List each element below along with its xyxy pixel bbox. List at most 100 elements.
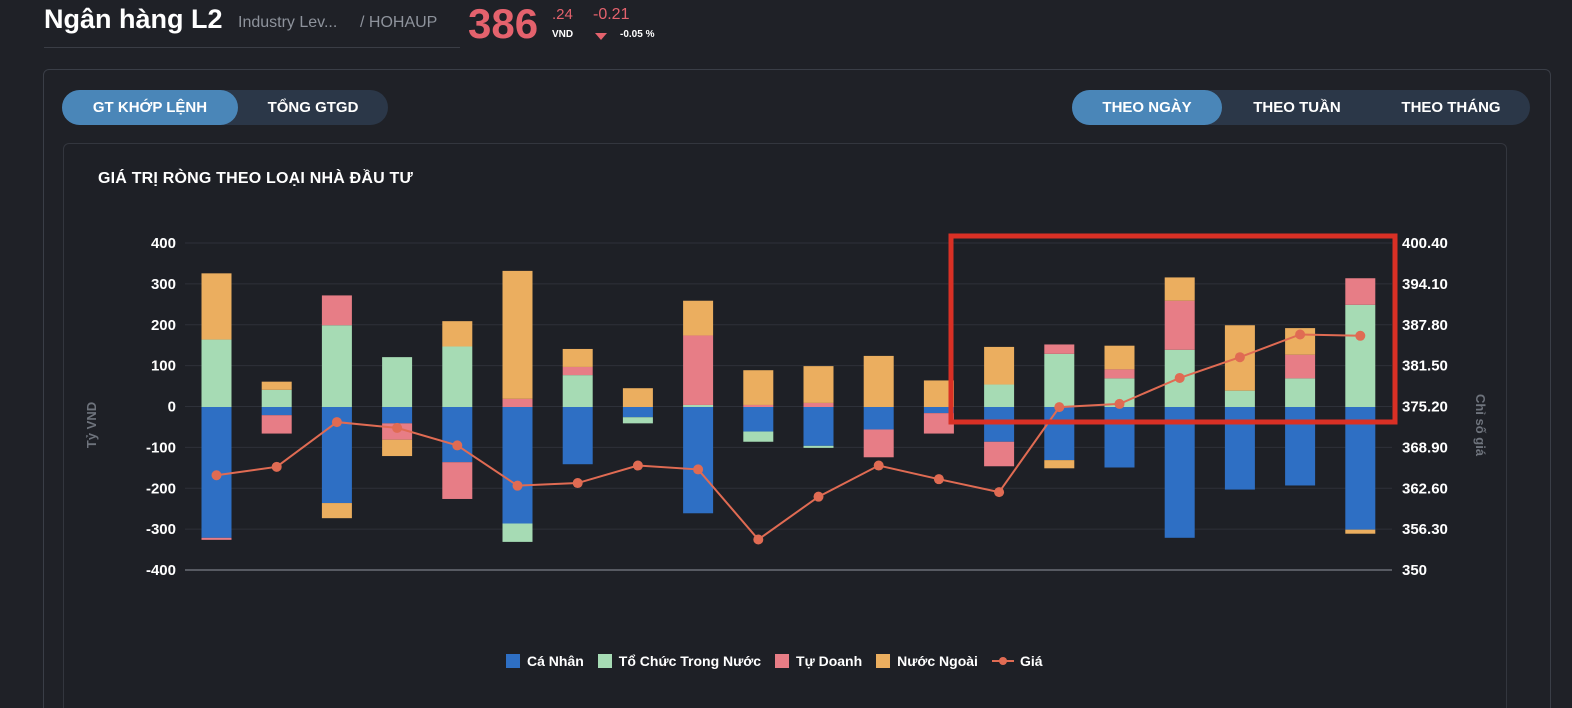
y-tick-label: 0 [168, 399, 176, 416]
bar-to-chuc [1285, 378, 1316, 407]
y2-tick-label: 375.20 [1402, 399, 1448, 416]
y-axis-title: Tỷ VND [84, 402, 99, 448]
price-point [994, 487, 1005, 498]
price-point [271, 461, 282, 472]
bar-ca-nhan [743, 407, 774, 432]
y-axis-left: 400 300 200 100 0 -100 -200 -300 -400 [146, 235, 176, 579]
bar-ca-nhan [382, 407, 413, 424]
y-axis-right: 400.40 394.10 387.80 381.50 375.20 368.90 362.… [1402, 235, 1448, 579]
legend-label: Tổ Chức Trong Nước [618, 653, 762, 669]
legend-swatch-tu-doanh [775, 654, 790, 668]
bar-tu-doanh [442, 462, 473, 499]
price-point [1174, 372, 1185, 383]
legend-swatch-ca-nhan [506, 654, 520, 668]
industry-level-label[interactable]: Industry Lev... [238, 14, 338, 31]
price-integer: 386 [468, 0, 539, 47]
price-point [813, 491, 824, 502]
bar-nuoc-ngoai [984, 346, 1015, 385]
bar-to-chuc [803, 445, 834, 448]
bar-nuoc-ngoai [1345, 529, 1376, 534]
price-point [1355, 330, 1366, 341]
y2-tick-label: 381.50 [1402, 358, 1448, 375]
bar-to-chuc [984, 384, 1015, 407]
price-line-path [216, 333, 1361, 541]
bar-to-chuc [1224, 390, 1255, 407]
bar-to-chuc [261, 389, 292, 407]
tab-tong-gtgd[interactable]: TỔNG GTGD [238, 90, 388, 125]
down-arrow-icon [595, 33, 607, 40]
bar-tu-doanh [683, 335, 714, 405]
bar-to-chuc [502, 523, 533, 542]
bar-nuoc-ngoai [1104, 345, 1135, 370]
bar-ca-nhan [1164, 407, 1195, 538]
price-point [873, 460, 884, 471]
bar-ca-nhan [1285, 407, 1316, 486]
legend-ca-nhan[interactable]: Cá Nhân [506, 653, 584, 669]
bar-to-chuc [622, 417, 653, 424]
chart-title: GIÁ TRỊ RÒNG THEO LOẠI NHÀ ĐẦU TƯ [98, 170, 413, 187]
price-point [1114, 398, 1125, 409]
bar-tu-doanh [1285, 354, 1316, 379]
bar-to-chuc [743, 431, 774, 442]
legend-gia[interactable]: Giá [991, 653, 1043, 669]
y2-tick-label: 387.80 [1402, 317, 1448, 334]
bar-nuoc-ngoai [502, 270, 533, 399]
bar-tu-doanh [1345, 278, 1376, 305]
bar-tu-doanh [923, 413, 954, 434]
bar-ca-nhan [1345, 407, 1376, 530]
price-point [452, 440, 463, 451]
price-point [512, 480, 523, 491]
legend-tu-doanh[interactable]: Tự Doanh [775, 653, 862, 669]
bar-ca-nhan [261, 407, 292, 416]
bar-ca-nhan [622, 407, 653, 418]
index-code: / HOHAUP [360, 14, 438, 31]
bar-ca-nhan [1104, 407, 1135, 468]
bar-tu-doanh [321, 295, 352, 326]
price-point [632, 460, 643, 471]
y2-tick-label: 356.30 [1402, 521, 1448, 538]
price-point [1295, 329, 1306, 340]
y2-tick-label: 394.10 [1402, 276, 1448, 293]
price-point [753, 534, 764, 545]
chart-legend: Cá Nhân Tổ Chức Trong Nước Tự Doanh Nước… [506, 652, 1057, 670]
value-type-toggle: GT KHỚP LỆNH TỔNG GTGD [62, 90, 388, 125]
bar-ca-nhan [923, 407, 954, 414]
bar-tu-doanh [1164, 300, 1195, 350]
tab-theo-thang[interactable]: THEO THÁNG [1372, 90, 1530, 125]
legend-to-chuc[interactable]: Tổ Chức Trong Nước [597, 653, 762, 669]
y-tick-label: 100 [151, 358, 176, 375]
bar-nuoc-ngoai [622, 388, 653, 407]
price-decimal: .24 [552, 6, 573, 23]
y-tick-label: 400 [151, 235, 176, 252]
legend-label: Nước Ngoài [897, 653, 978, 669]
tab-theo-ngay[interactable]: THEO NGÀY [1072, 90, 1222, 125]
bar-to-chuc [1044, 353, 1075, 407]
y-tick-label: -400 [146, 562, 176, 579]
bar-ca-nhan [442, 407, 473, 463]
price-point [1234, 352, 1245, 363]
bar-tu-doanh [803, 402, 834, 407]
bar-nuoc-ngoai [863, 355, 894, 407]
legend-swatch-to-chuc [597, 654, 612, 668]
bar-nuoc-ngoai [442, 321, 473, 347]
bar-nuoc-ngoai [382, 439, 413, 457]
bar-to-chuc [201, 339, 232, 407]
tab-gt-khop-lenh[interactable]: GT KHỚP LỆNH [62, 90, 238, 125]
bar-nuoc-ngoai [261, 381, 292, 390]
price-point [693, 464, 704, 475]
legend-nuoc-ngoai[interactable]: Nước Ngoài [876, 653, 978, 669]
tab-theo-tuan[interactable]: THEO TUẦN [1222, 90, 1372, 125]
y2-tick-label: 368.90 [1402, 439, 1448, 456]
legend-line-icon [991, 654, 1014, 668]
bar-tu-doanh [863, 429, 894, 458]
bar-nuoc-ngoai [1044, 460, 1075, 469]
bar-to-chuc [442, 346, 473, 407]
bar-ca-nhan [863, 407, 894, 430]
price-point [331, 417, 342, 428]
price-point [933, 474, 944, 485]
bar-nuoc-ngoai [321, 503, 352, 519]
y-tick-label: -200 [146, 480, 176, 497]
price-point [572, 478, 583, 489]
bar-ca-nhan [803, 407, 834, 446]
